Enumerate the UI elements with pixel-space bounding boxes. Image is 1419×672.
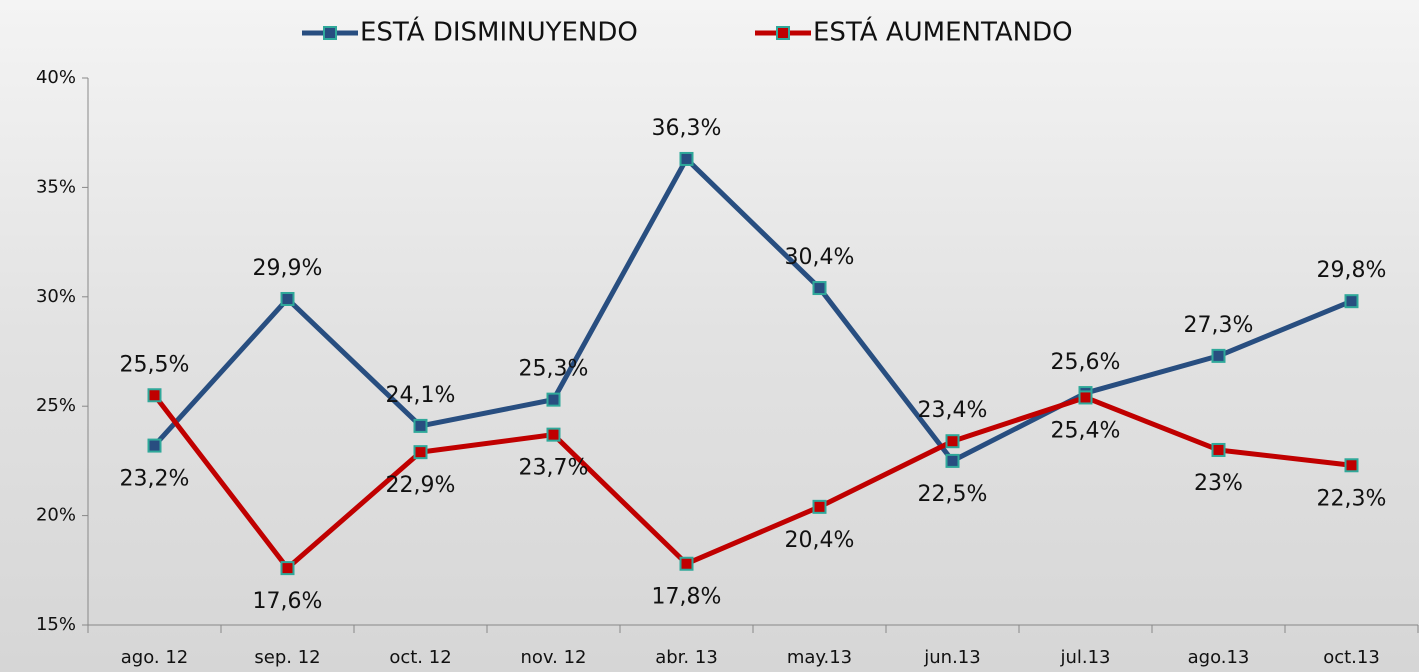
series-line (152, 393, 1352, 571)
y-tick-label: 35% (36, 176, 76, 197)
y-tick-label: 25% (36, 395, 76, 416)
data-label: 24,1% (386, 383, 456, 408)
marker (147, 388, 162, 403)
legend-label: ESTÁ AUMENTANDO (813, 16, 1073, 48)
data-label: 29,9% (253, 256, 323, 281)
x-tick-label: ago. 12 (121, 647, 189, 668)
marker (1078, 390, 1093, 405)
data-label: 36,3% (652, 116, 722, 141)
marker (679, 556, 694, 571)
x-tick-label: jul.13 (1059, 647, 1110, 668)
data-label: 17,8% (652, 585, 722, 610)
data-label: 23,2% (120, 467, 190, 492)
y-tick-label: 40% (36, 67, 76, 88)
data-label: 25,3% (519, 357, 589, 382)
x-tick-label: ago.13 (1188, 647, 1250, 668)
x-tick-label: abr. 13 (655, 647, 718, 668)
marker (812, 499, 827, 514)
data-label: 22,3% (1317, 486, 1387, 511)
legend-marker (776, 26, 790, 40)
marker (1344, 294, 1359, 309)
data-label: 23,7% (519, 456, 589, 481)
y-tick-label: 15% (36, 614, 76, 635)
data-label: 22,9% (386, 473, 456, 498)
marker (280, 291, 295, 306)
marker (945, 434, 960, 449)
marker (679, 151, 694, 166)
x-tick-label: jun.13 (923, 647, 980, 668)
marker (1211, 442, 1226, 457)
x-tick-label: sep. 12 (254, 647, 320, 668)
legend-marker (323, 26, 337, 40)
series-line (152, 156, 1353, 464)
data-label: 23,4% (918, 398, 988, 423)
marker (413, 445, 428, 460)
marker (1211, 348, 1226, 363)
data-label: 17,6% (253, 589, 323, 614)
legend-label: ESTÁ DISMINUYENDO (360, 16, 638, 48)
marker (147, 438, 162, 453)
marker (812, 281, 827, 296)
y-tick-label: 30% (36, 286, 76, 307)
x-tick-label: oct. 12 (389, 647, 451, 668)
marker (280, 561, 295, 576)
marker (945, 453, 960, 468)
data-label: 22,5% (918, 482, 988, 507)
data-label: 20,4% (785, 528, 855, 553)
x-tick-label: nov. 12 (520, 647, 586, 668)
data-label: 25,4% (1051, 418, 1121, 443)
y-tick-label: 20% (36, 505, 76, 526)
marker (546, 427, 561, 442)
marker (546, 392, 561, 407)
data-label: 29,8% (1317, 258, 1387, 283)
data-label: 23% (1194, 471, 1243, 496)
data-label: 25,6% (1051, 350, 1121, 375)
marker (1344, 458, 1359, 473)
x-tick-label: oct.13 (1323, 647, 1380, 668)
x-tick-label: may.13 (787, 647, 852, 668)
data-label: 27,3% (1184, 313, 1254, 338)
marker (413, 418, 428, 433)
data-label: 30,4% (785, 245, 855, 270)
data-label: 25,5% (120, 352, 190, 377)
